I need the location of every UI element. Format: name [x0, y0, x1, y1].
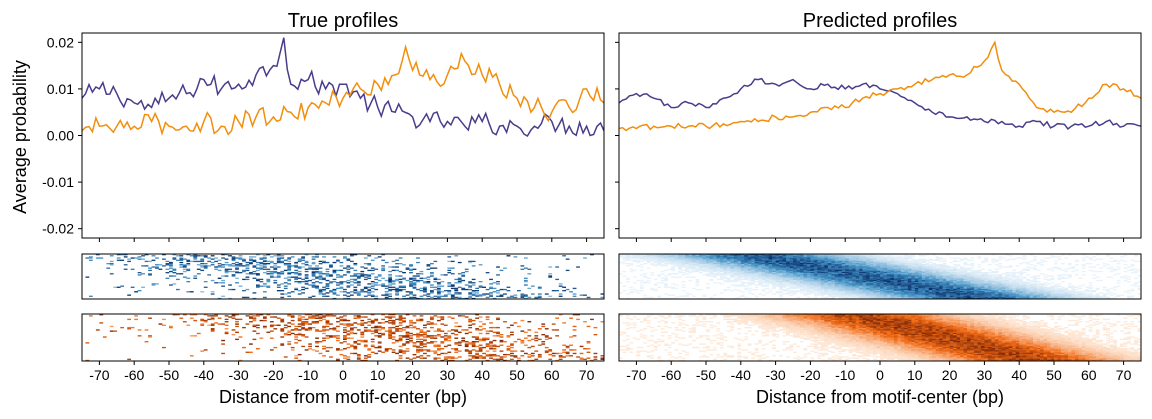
- x-tick-label: 0: [876, 367, 884, 383]
- x-tick-label: 40: [474, 367, 490, 383]
- heatmap-oranges: [619, 314, 1142, 362]
- x-tick-label: -20: [800, 367, 820, 383]
- x-tick-label: -10: [298, 367, 318, 383]
- true-profiles-panel: True profiles 0.02 0.01 0.00 -0.01 -0.02 -70 -6…: [42, 10, 605, 383]
- x-tick-label: 60: [1081, 367, 1097, 383]
- heatmap-frame: [81, 253, 605, 300]
- y-axis-label: Average probability: [10, 60, 30, 214]
- x-tick-label: 0: [339, 367, 347, 383]
- x-tick-label: -40: [194, 367, 214, 383]
- x-tick-label: -30: [765, 367, 785, 383]
- y-tick-label: 0.00: [47, 128, 74, 144]
- y-tick-label: 0.01: [47, 81, 74, 97]
- panel-title: True profiles: [288, 10, 398, 32]
- series-line-0: [619, 77, 1141, 130]
- x-tick-label: -40: [731, 367, 751, 383]
- x-tick-label: 30: [977, 367, 993, 383]
- heatmap-blues: [85, 254, 605, 300]
- predicted-profiles-panel: Predicted profiles -70 -60 -50 -40 -30 -20 -10 0…: [615, 10, 1142, 383]
- x-axis-label-left: Distance from motif-center (bp): [219, 387, 467, 407]
- x-tick-label: 40: [1011, 367, 1027, 383]
- y-tick-label: 0.02: [47, 34, 74, 50]
- x-tick-label: -60: [124, 367, 144, 383]
- y-tick-label: -0.02: [42, 221, 74, 237]
- x-tick-label: 70: [579, 367, 595, 383]
- x-tick-label: 50: [1046, 367, 1062, 383]
- line-plot-frame: [618, 32, 1142, 239]
- x-tick-label: 70: [1116, 367, 1132, 383]
- x-tick-label: -70: [89, 367, 109, 383]
- x-tick-label: 20: [405, 367, 421, 383]
- heatmap-blues: [619, 254, 1142, 300]
- series-line-0: [82, 37, 604, 138]
- panel-title: Predicted profiles: [803, 10, 958, 32]
- x-axis-label-right: Distance from motif-center (bp): [756, 387, 1004, 407]
- x-tick-label: -60: [661, 367, 681, 383]
- x-tick-label: 20: [942, 367, 958, 383]
- x-tick-label: 50: [509, 367, 525, 383]
- x-tick-label: -10: [835, 367, 855, 383]
- x-tick-label: 10: [907, 367, 923, 383]
- x-tick-label: 10: [370, 367, 386, 383]
- x-tick-label: -50: [159, 367, 179, 383]
- x-tick-label: 60: [544, 367, 560, 383]
- x-tick-label: 30: [440, 367, 456, 383]
- y-tick-label: -0.01: [42, 174, 74, 190]
- x-tick-label: -20: [263, 367, 283, 383]
- series-line-1: [82, 44, 604, 137]
- x-tick-label: -30: [228, 367, 248, 383]
- x-tick-label: -50: [696, 367, 716, 383]
- series-line-1: [619, 40, 1141, 132]
- x-tick-label: -70: [626, 367, 646, 383]
- heatmap-oranges: [85, 314, 605, 362]
- heatmap-frame: [618, 253, 1142, 300]
